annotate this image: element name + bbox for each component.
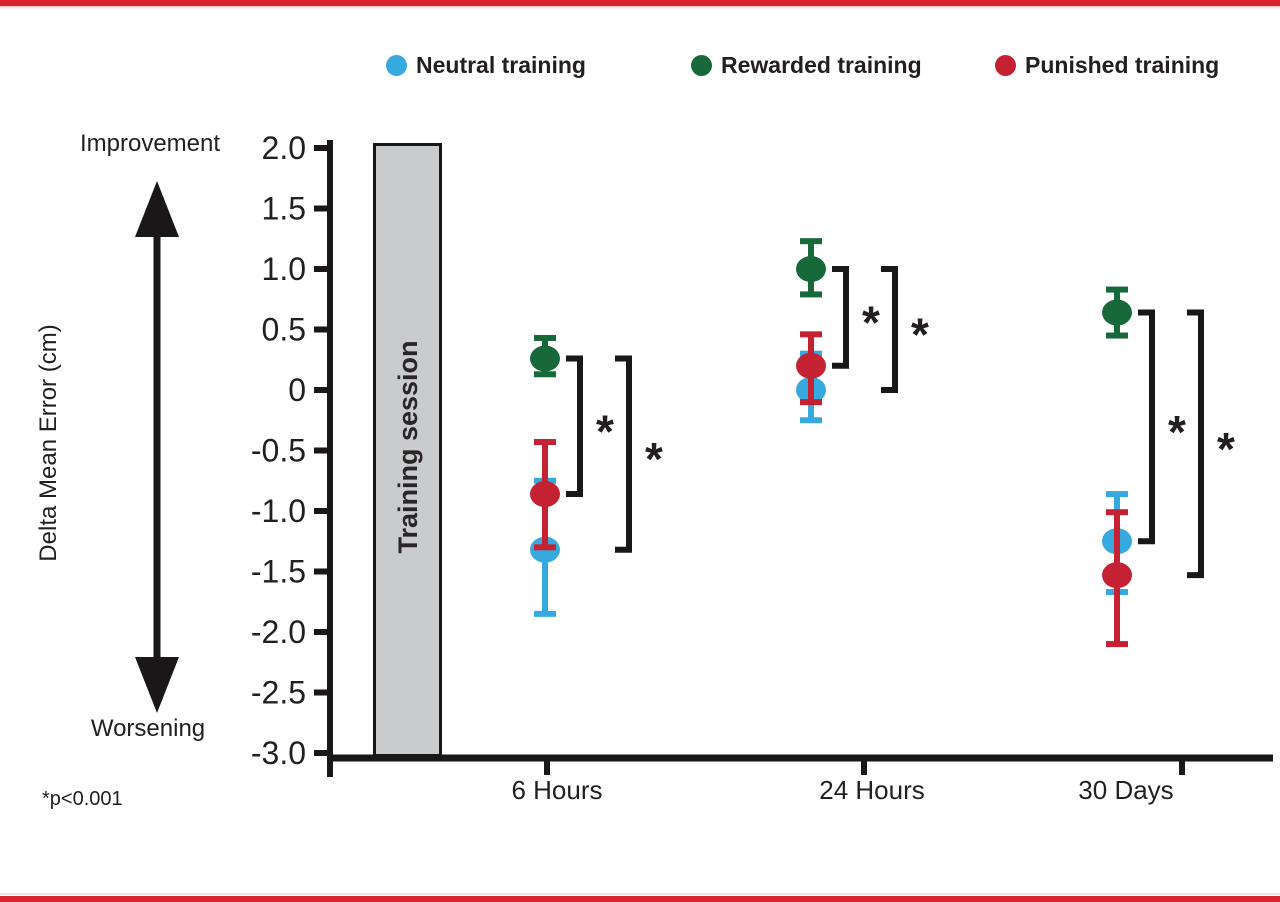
significance-bracket (881, 266, 898, 393)
punished-dot-icon (995, 54, 1016, 76)
y-tick (314, 205, 332, 212)
y-tick (314, 629, 332, 635)
y-tick (314, 387, 332, 393)
y-tick (314, 326, 332, 333)
legend-item-neutral: Neutral training (386, 52, 586, 78)
error-cap-neutral (1106, 491, 1128, 498)
significance-star: * (596, 405, 614, 457)
y-tick-label: -2.5 (251, 675, 306, 711)
y-tick-label: 1.5 (262, 191, 306, 227)
x-tick-label-30-days: 30 Days (1078, 775, 1174, 805)
error-cap-punished (534, 439, 556, 446)
y-tick (314, 689, 332, 696)
data-point-punished (1102, 562, 1132, 589)
data-point-rewarded (530, 345, 560, 372)
error-cap-rewarded (800, 238, 822, 245)
y-axis-line (327, 140, 333, 777)
y-axis-title: Delta Mean Error (cm) (35, 324, 62, 562)
y-tick-label: -3.0 (251, 735, 306, 771)
data-point-rewarded (796, 256, 826, 282)
error-cap-neutral (800, 417, 822, 424)
error-cap-punished (800, 399, 822, 406)
y-tick-label: 2.0 (262, 130, 306, 166)
legend-label: Rewarded training (721, 51, 922, 78)
significance-star: * (911, 309, 929, 361)
arrow-down-icon (135, 657, 179, 713)
arrow-up-icon (135, 181, 179, 237)
y-tick-label: 1.0 (262, 251, 306, 287)
error-cap-rewarded (1106, 286, 1128, 293)
error-cap-rewarded (800, 291, 822, 298)
error-cap-neutral (534, 610, 556, 617)
significance-bracket (1187, 309, 1204, 579)
y-tick (314, 145, 332, 151)
significance-star: * (862, 296, 880, 348)
y-tick-label: -1.5 (251, 554, 306, 590)
significance-bracket (615, 355, 632, 553)
data-point-punished (530, 481, 560, 508)
y-tick (314, 266, 332, 272)
x-tick-label-24-hours: 24 Hours (819, 775, 925, 805)
error-cap-rewarded (534, 334, 556, 341)
neutral-dot-icon (386, 54, 407, 76)
y-tick (314, 447, 332, 454)
legend-label: Punished training (1025, 51, 1220, 78)
significance-bracket (832, 266, 849, 369)
y-tick-label: -0.5 (251, 433, 306, 469)
error-cap-punished (534, 544, 556, 551)
direction-label-improvement: Improvement (79, 130, 221, 157)
significance-star: * (1168, 406, 1186, 458)
significance-bracket (566, 355, 583, 498)
significance-bracket (1138, 309, 1155, 545)
data-point-rewarded (1102, 299, 1132, 326)
y-tick-label: 0 (288, 372, 306, 408)
significance-star: * (645, 433, 663, 485)
x-tick (861, 761, 867, 775)
significance-footnote: *p<0.001 (42, 788, 123, 810)
x-tick (1179, 761, 1185, 775)
data-point-punished (796, 352, 826, 379)
y-tick-label: -1.0 (251, 493, 306, 529)
error-cap-punished (800, 331, 822, 338)
x-tick (544, 761, 550, 775)
top-accent-bar (0, 0, 1280, 9)
x-axis-line (327, 754, 1273, 762)
error-cap-rewarded (534, 371, 556, 378)
bottom-accent-bar (0, 893, 1280, 902)
y-tick (314, 568, 332, 575)
y-tick (314, 508, 332, 514)
rewarded-dot-icon (691, 54, 712, 76)
error-cap-punished (1106, 509, 1128, 516)
training-session-bar-label: Training session (393, 340, 423, 554)
y-tick-label: -2.0 (251, 614, 306, 650)
direction-arrow-shaft (153, 228, 161, 670)
significance-star: * (1217, 423, 1235, 475)
y-tick (314, 750, 332, 756)
x-tick-label-6-hours: 6 Hours (511, 775, 603, 805)
direction-label-worsening: Worsening (90, 715, 206, 742)
legend-item-punished: Punished training (995, 52, 1219, 78)
legend-label: Neutral training (416, 51, 586, 78)
error-cap-punished (1106, 641, 1128, 648)
y-tick-label: 0.5 (262, 312, 306, 348)
error-cap-rewarded (1106, 332, 1128, 339)
legend-item-rewarded: Rewarded training (691, 52, 922, 78)
